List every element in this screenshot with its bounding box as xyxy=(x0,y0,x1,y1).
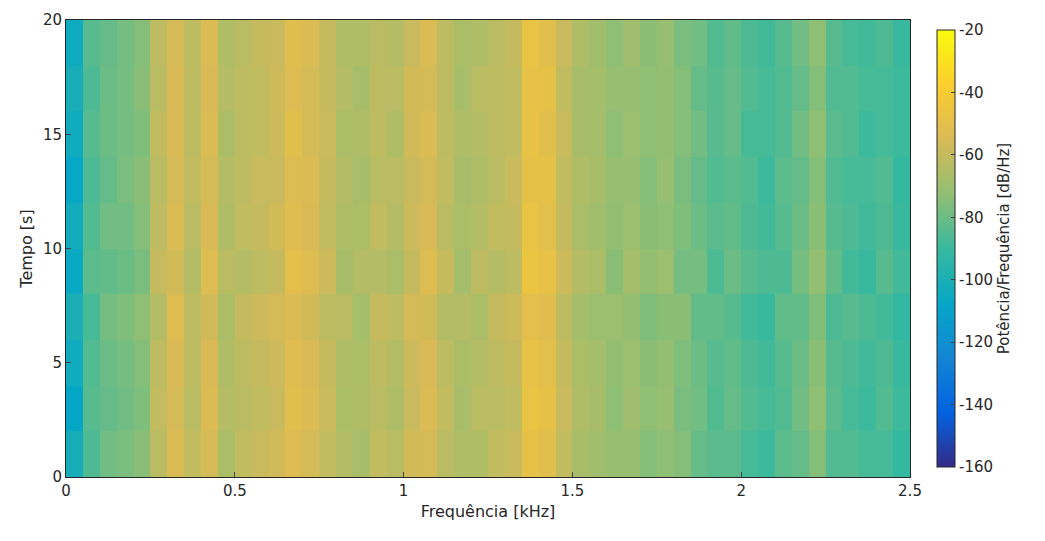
svg-text:1: 1 xyxy=(399,482,409,500)
svg-text:Potência/Frequência [dB/Hz]: Potência/Frequência [dB/Hz] xyxy=(995,143,1013,354)
svg-text:10: 10 xyxy=(43,240,62,258)
svg-text:0: 0 xyxy=(52,468,62,486)
svg-text:-60: -60 xyxy=(959,146,984,164)
svg-text:-40: -40 xyxy=(959,84,984,102)
svg-text:15: 15 xyxy=(43,126,62,144)
svg-text:Tempo [s]: Tempo [s] xyxy=(17,209,36,288)
svg-text:2.5: 2.5 xyxy=(898,482,922,500)
svg-text:5: 5 xyxy=(52,354,62,372)
svg-text:-120: -120 xyxy=(959,333,993,351)
svg-text:-100: -100 xyxy=(959,271,993,289)
svg-text:-80: -80 xyxy=(959,209,984,227)
svg-text:20: 20 xyxy=(43,11,62,29)
svg-text:2: 2 xyxy=(736,482,746,500)
svg-text:-160: -160 xyxy=(959,458,993,476)
svg-text:1.5: 1.5 xyxy=(560,482,584,500)
svg-text:Frequência [kHz]: Frequência [kHz] xyxy=(421,502,556,521)
svg-text:0.5: 0.5 xyxy=(223,482,247,500)
svg-text:-20: -20 xyxy=(959,21,984,39)
svg-text:-140: -140 xyxy=(959,396,993,414)
svg-text:0: 0 xyxy=(61,482,71,500)
